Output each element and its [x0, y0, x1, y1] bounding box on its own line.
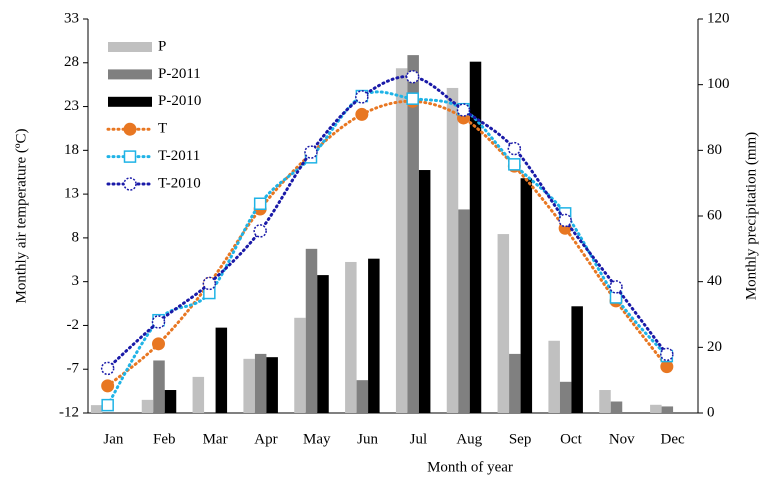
- point: [405, 70, 420, 84]
- line: [106, 90, 669, 407]
- legend-label: T: [158, 121, 167, 137]
- bar: [407, 55, 419, 413]
- x-axis-title: Month of year: [427, 459, 513, 475]
- point: [355, 107, 369, 121]
- y2-tick-label: 60: [707, 207, 722, 223]
- y-tick-label: 23: [64, 98, 79, 114]
- bar: [192, 376, 205, 413]
- legend-swatch: [108, 69, 152, 80]
- x-tick-label: Jul: [410, 431, 428, 447]
- y-tick-label: 28: [64, 54, 79, 70]
- y-tick-label: -2: [67, 317, 80, 333]
- legend-label: P-2010: [158, 93, 201, 109]
- bar: [599, 390, 611, 413]
- bar: [650, 404, 662, 413]
- point: [304, 145, 318, 159]
- line: [106, 75, 669, 370]
- bar: [571, 306, 583, 413]
- bar: [141, 399, 154, 413]
- point: [558, 213, 572, 228]
- y-tick-label: -12: [59, 404, 79, 420]
- point: [253, 224, 267, 238]
- bar: [215, 327, 228, 413]
- point: [660, 360, 674, 374]
- bar: [661, 406, 674, 413]
- point: [101, 379, 115, 393]
- bar: [317, 275, 329, 413]
- legend-label: P-2011: [158, 66, 201, 82]
- point: [100, 361, 115, 376]
- y-tick-label: -7: [67, 361, 80, 377]
- x-tick-label: Dec: [661, 431, 685, 447]
- bar: [509, 353, 521, 413]
- point: [355, 90, 369, 104]
- bar: [446, 87, 459, 413]
- y2-tick-label: 120: [707, 10, 730, 26]
- x-tick-label: May: [303, 431, 331, 447]
- x-tick-label: Mar: [203, 431, 228, 447]
- bar: [305, 248, 318, 413]
- x-tick-label: Sep: [509, 431, 532, 447]
- legend-label: T-2011: [158, 148, 200, 164]
- bar: [418, 170, 431, 413]
- bar: [469, 61, 482, 413]
- bar: [497, 234, 510, 413]
- point: [609, 280, 623, 294]
- point: [152, 337, 165, 351]
- y2-tick-label: 20: [707, 339, 722, 355]
- point: [253, 197, 267, 210]
- point: [406, 92, 419, 105]
- bar: [243, 358, 255, 413]
- y2-tick-label: 80: [707, 142, 722, 158]
- bar: [520, 178, 533, 413]
- x-tick-label: Oct: [560, 431, 582, 447]
- legend-label: P: [158, 38, 166, 54]
- x-tick-label: Apr: [254, 431, 277, 447]
- y-tick-label: 18: [64, 142, 79, 158]
- legend-marker: [123, 150, 137, 163]
- bar: [368, 258, 380, 413]
- bar: [610, 401, 623, 413]
- y-axis-title: Monthly air temperature (ºC): [13, 128, 29, 303]
- x-tick-label: Jun: [357, 431, 378, 447]
- legend-label: T-2010: [158, 175, 201, 191]
- x-tick-label: Nov: [609, 431, 635, 447]
- y-tick-label: 8: [72, 229, 80, 245]
- y2-tick-label: 0: [707, 404, 715, 420]
- bar: [548, 340, 560, 413]
- point: [507, 141, 522, 156]
- x-tick-label: Jan: [103, 431, 123, 447]
- bar: [254, 353, 267, 413]
- y2-tick-label: 100: [707, 76, 730, 92]
- legend-swatch: [108, 42, 152, 52]
- bar: [559, 381, 572, 413]
- point: [151, 315, 166, 329]
- point: [660, 347, 674, 362]
- legend-marker: [123, 177, 137, 191]
- point: [101, 398, 114, 412]
- x-tick-label: Aug: [456, 431, 482, 447]
- point: [508, 158, 521, 171]
- y2-axis-title: Monthly precipitation (mm): [743, 132, 759, 300]
- y-tick-label: 3: [72, 273, 80, 289]
- y-tick-label: 13: [64, 186, 79, 202]
- bar: [345, 261, 357, 413]
- y-tick-label: 33: [64, 10, 79, 26]
- point: [456, 103, 471, 117]
- legend-swatch: [108, 96, 152, 107]
- y2-tick-label: 40: [707, 273, 722, 289]
- bar: [153, 360, 165, 413]
- legend-marker: [123, 122, 137, 136]
- point: [202, 276, 217, 291]
- bar: [356, 380, 369, 413]
- bar: [90, 405, 103, 413]
- bar: [266, 357, 278, 413]
- bar: [458, 209, 470, 413]
- bar: [294, 317, 306, 413]
- bar: [164, 390, 177, 413]
- bar: [395, 68, 408, 413]
- x-tick-label: Feb: [153, 431, 176, 447]
